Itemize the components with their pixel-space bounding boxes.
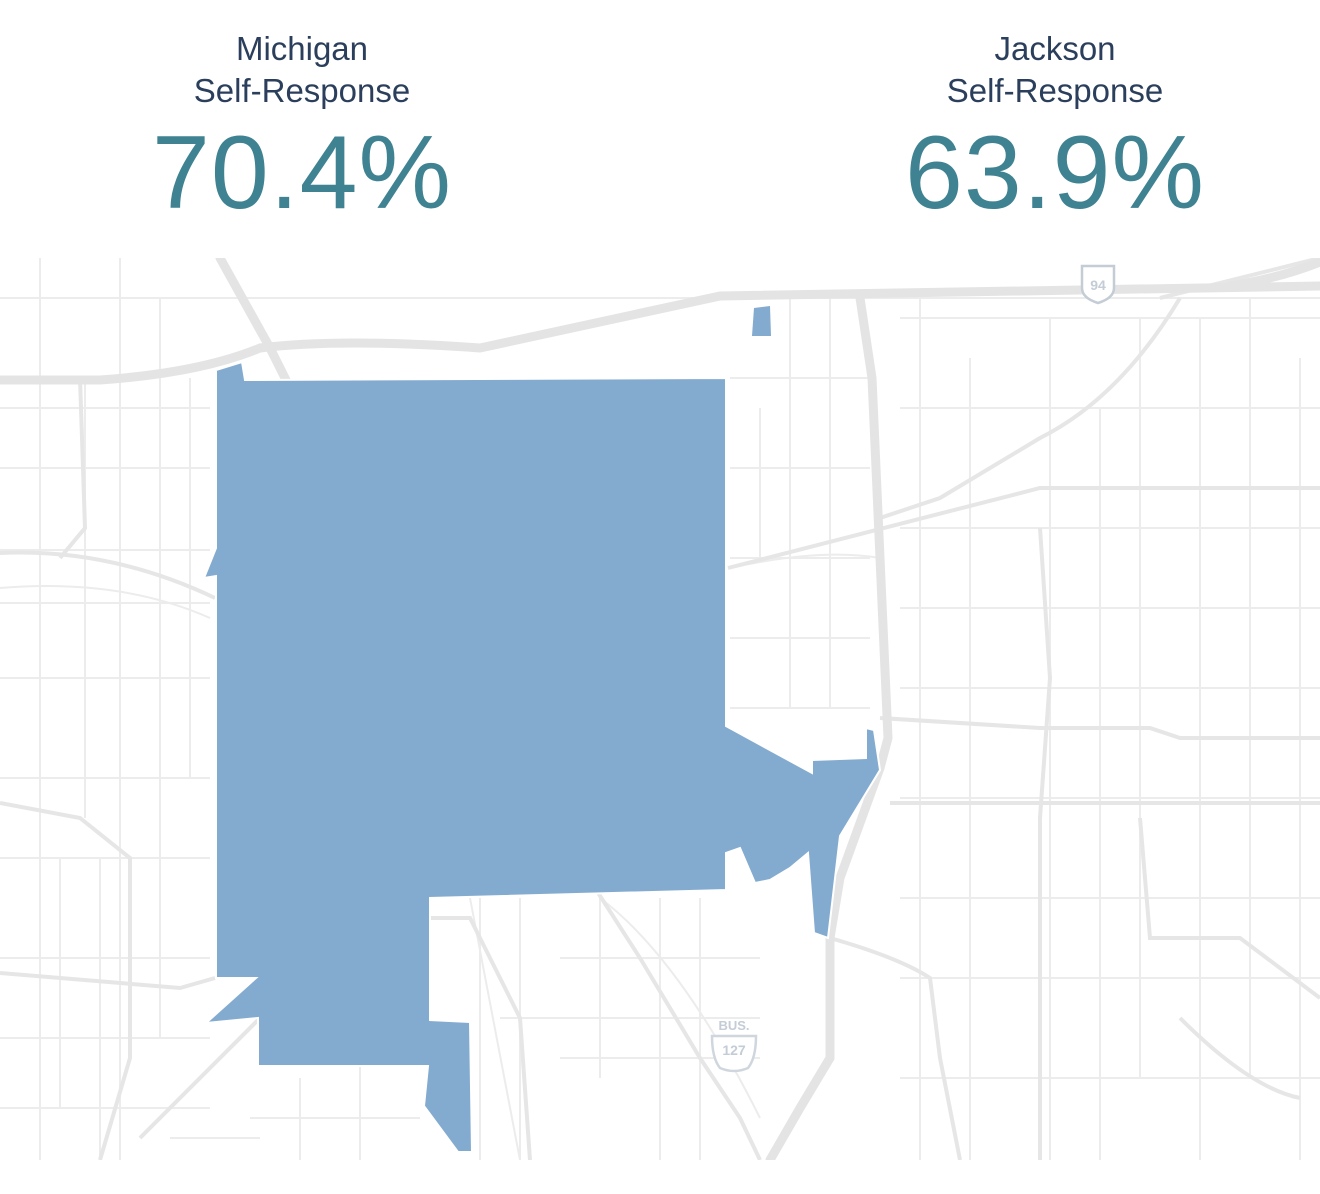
michigan-stat: Michigan Self-Response 70.4% bbox=[62, 28, 542, 228]
bus-127-shield: BUS. 127 bbox=[710, 1018, 758, 1073]
michigan-stat-value: 70.4% bbox=[152, 115, 452, 231]
jackson-stat-label: Self-Response bbox=[946, 72, 1164, 109]
census-tracts bbox=[202, 306, 882, 1153]
map[interactable]: 94 BUS. 127 bbox=[0, 258, 1320, 1160]
minor-roads bbox=[0, 258, 1320, 1160]
bus-shield-label: BUS. bbox=[718, 1018, 749, 1033]
highways bbox=[0, 258, 1320, 1160]
map-canvas[interactable]: 94 BUS. 127 bbox=[0, 258, 1320, 1160]
michigan-stat-name: Michigan bbox=[235, 30, 369, 67]
jackson-stat-value: 63.9% bbox=[905, 115, 1205, 231]
tract-main bbox=[202, 360, 882, 1153]
jackson-stat: Jackson Self-Response 63.9% bbox=[815, 28, 1295, 228]
interstate-shield-number: 94 bbox=[1090, 277, 1106, 293]
interstate-94-shield: 94 bbox=[1080, 264, 1116, 305]
jackson-stat-name: Jackson bbox=[994, 30, 1116, 67]
bus-shield-number: 127 bbox=[722, 1042, 746, 1058]
michigan-stat-label: Self-Response bbox=[193, 72, 411, 109]
collector-roads bbox=[0, 258, 1320, 1160]
tract-small bbox=[752, 306, 771, 336]
